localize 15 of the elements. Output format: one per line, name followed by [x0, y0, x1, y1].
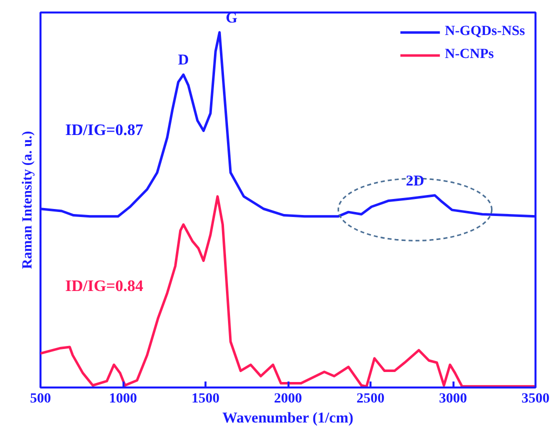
legend-label: N-GQDs-NSs	[444, 24, 525, 40]
x-axis-title: Wavenumber (1/cm)	[222, 410, 354, 426]
annotation: D	[178, 52, 189, 69]
x-tick-label: 3000	[439, 392, 467, 406]
x-tick-label: 1000	[109, 392, 137, 406]
annotation: ID/IG=0.87	[65, 122, 144, 139]
x-tick-label: 3500	[522, 392, 550, 406]
x-tick-label: 2500	[356, 392, 384, 406]
annotation: 2D	[406, 173, 424, 190]
x-tick-label: 500	[30, 392, 51, 406]
x-tick-label: 1500	[192, 392, 220, 406]
y-axis-title: Raman Intensity (a. u.)	[20, 130, 36, 270]
x-tick-label: 2000	[274, 392, 302, 406]
legend-label: N-CNPs	[444, 47, 494, 63]
annotation: ID/IG=0.84	[65, 278, 144, 296]
